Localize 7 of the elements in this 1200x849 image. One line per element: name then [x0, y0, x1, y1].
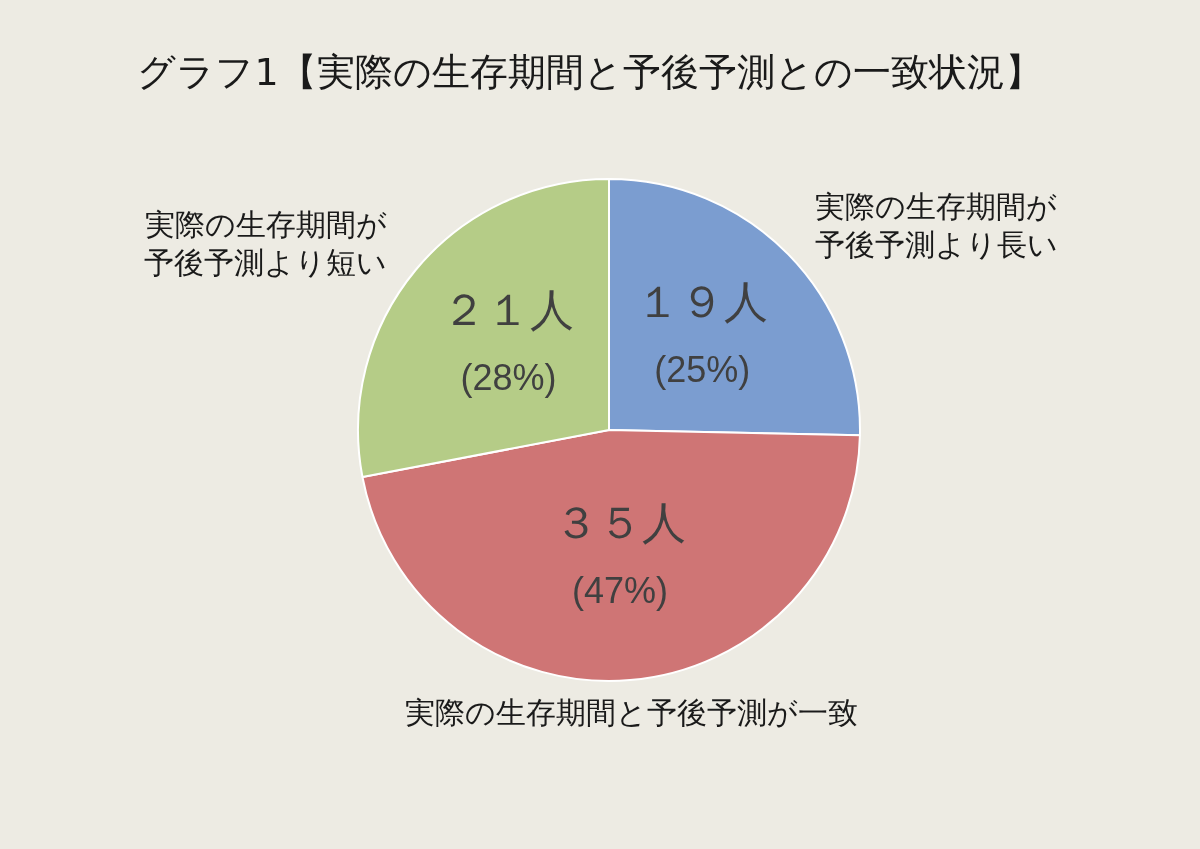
data-label: １９人 (25%)	[636, 276, 769, 390]
slice-label: 実際の生存期間と予後予測が一致	[405, 694, 859, 730]
data-label: ２１人 (28%)	[442, 284, 575, 398]
chart-title: グラフ1【実際の生存期間と予後予測との一致状況】	[137, 49, 1043, 94]
slice-label: 実際の生存期間が予後予測より長い	[815, 188, 1059, 262]
slice-label: 実際の生存期間が予後予測より短い	[143, 206, 387, 280]
data-label: ３５人 (47%)	[553, 497, 686, 611]
